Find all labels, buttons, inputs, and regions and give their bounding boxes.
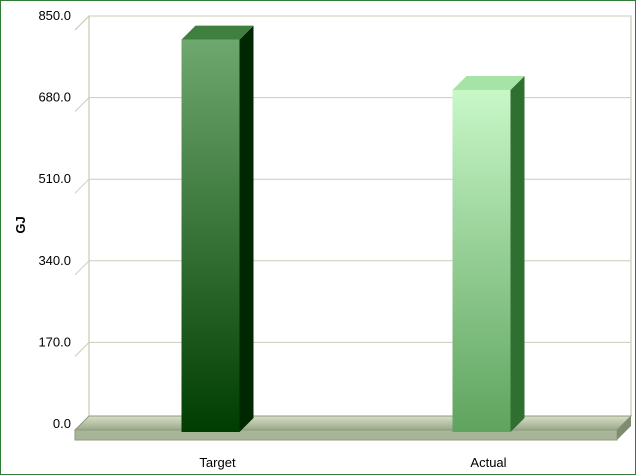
x-tick-label: Target <box>199 455 236 470</box>
bar-top <box>181 25 254 40</box>
floor-side <box>617 416 631 440</box>
y-tick-label: 170.0 <box>38 334 71 349</box>
bar-top <box>452 76 525 90</box>
bar-side <box>239 25 254 432</box>
bar-front <box>181 39 240 432</box>
y-tick-label: 680.0 <box>38 90 71 105</box>
gridline-diagonal <box>74 15 90 31</box>
y-tick-label: 0.0 <box>53 416 71 431</box>
y-tick-label: 340.0 <box>38 253 71 268</box>
bar-target <box>181 25 254 432</box>
floor-front <box>74 429 618 441</box>
x-tick-label: Actual <box>470 455 506 470</box>
bar-actual <box>452 76 525 432</box>
bar-front <box>452 90 511 432</box>
gridline-diagonal <box>74 260 90 276</box>
gridline-diagonal <box>74 342 90 357</box>
gridline-diagonal <box>74 178 90 194</box>
y-axis-title: GJ <box>13 216 28 233</box>
gridline-diagonal <box>74 97 90 112</box>
y-tick-label: 850.0 <box>38 8 71 23</box>
y-tick-label: 510.0 <box>38 171 71 186</box>
bar-side <box>510 76 525 432</box>
floor-top <box>73 415 633 431</box>
plot-back-wall <box>88 15 632 417</box>
